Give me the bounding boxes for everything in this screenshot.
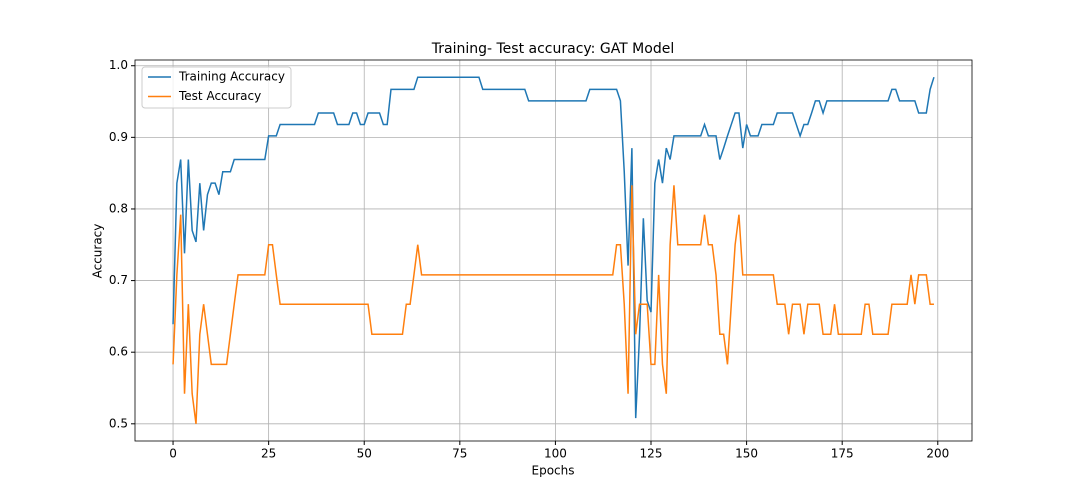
x-tick-label: 150 <box>735 447 758 461</box>
series-line <box>172 185 934 424</box>
y-tick-label: 0.9 <box>109 130 128 144</box>
plot-frame <box>134 59 973 442</box>
x-tick-label: 25 <box>261 447 276 461</box>
legend: Training Accuracy Test Accuracy <box>141 66 292 109</box>
x-tick-label: 50 <box>357 447 372 461</box>
y-tick-label: 0.6 <box>109 345 128 359</box>
y-tick-label: 1.0 <box>109 58 128 72</box>
chart-title: Training- Test accuracy: GAT Model <box>431 41 674 57</box>
x-tick-label: 75 <box>452 447 467 461</box>
legend-label: Test Accuracy <box>178 89 261 103</box>
legend-label: Training Accuracy <box>178 70 285 84</box>
y-tick-label: 0.7 <box>109 273 128 287</box>
x-tick-label: 100 <box>544 447 567 461</box>
x-tick-label: 175 <box>831 447 854 461</box>
legend-box <box>141 66 292 109</box>
y-axis-label: Accuracy <box>91 224 105 279</box>
series-line <box>172 76 935 419</box>
x-axis-label: Epochs <box>532 464 575 478</box>
y-tick-label: 0.5 <box>109 416 128 430</box>
x-tick-label: 125 <box>640 447 663 461</box>
y-tick-label: 0.8 <box>109 201 128 215</box>
x-tick-label: 0 <box>169 447 177 461</box>
x-tick-label: 200 <box>926 447 949 461</box>
